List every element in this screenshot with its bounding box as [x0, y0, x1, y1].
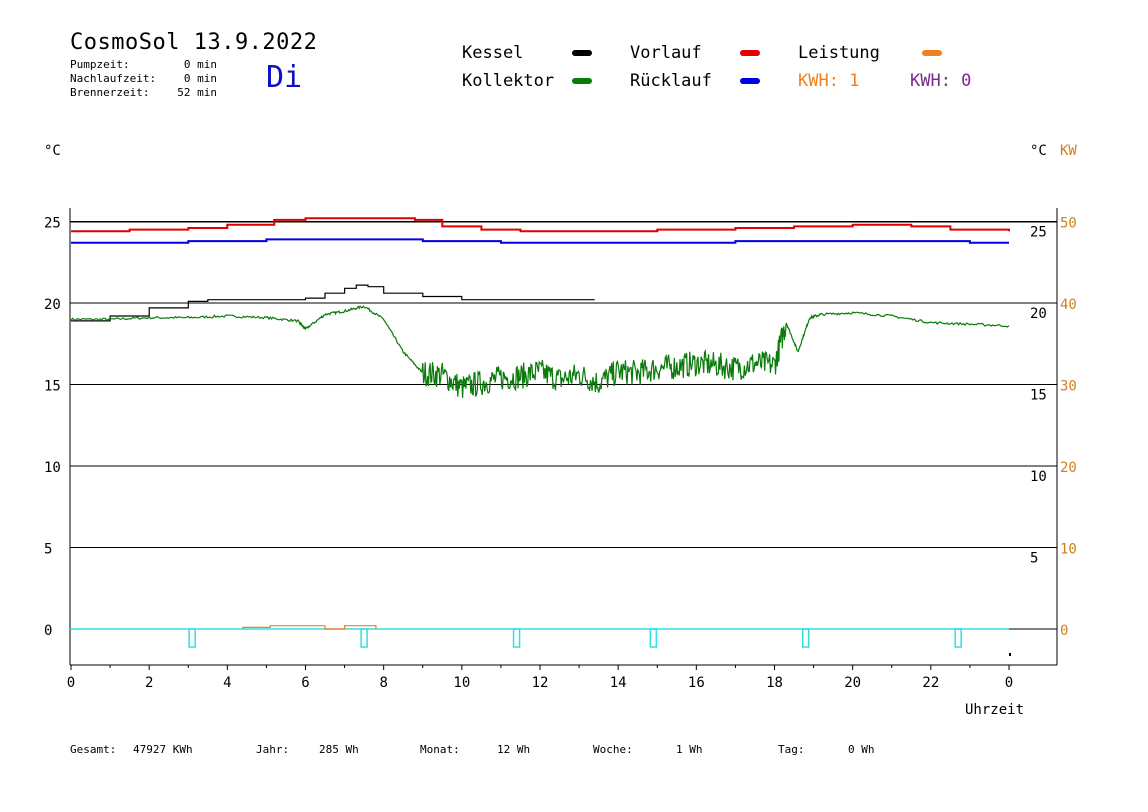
chart-title: CosmoSol 13.9.2022 — [70, 30, 318, 55]
x-tick-label: 16 — [688, 675, 705, 691]
y-tick-left: 0 — [44, 623, 52, 639]
footer-jahr-label: Jahr: — [256, 743, 290, 756]
footer-gesamt-value: 47927 KWh — [133, 743, 193, 756]
y-axis-kw-unit: KW — [1060, 143, 1077, 159]
end-marker — [1009, 653, 1011, 656]
y-axis-left-unit: °C — [44, 143, 61, 159]
legend-ruecklauf-label: Rücklauf — [630, 71, 712, 91]
y-tick-kw: 20 — [1060, 460, 1077, 476]
footer-tag-label: Tag: — [778, 743, 805, 756]
pump-marker — [512, 628, 521, 648]
x-tick-label: 12 — [532, 675, 549, 691]
footer-monat-value: 12 Wh — [497, 743, 531, 756]
pump-marker — [649, 628, 658, 648]
x-tick-label: 10 — [453, 675, 470, 691]
legend-kessel-label: Kessel — [462, 43, 524, 63]
x-tick-label: 14 — [610, 675, 627, 691]
x-tick-label: 0 — [67, 675, 75, 691]
legend-kollektor-label: Kollektor — [462, 71, 555, 91]
legend-kollektor-swatch — [572, 78, 592, 84]
series-ruecklauf-line — [71, 238, 1009, 244]
footer-tag-value: 0 Wh — [848, 743, 875, 756]
pump-marker — [954, 628, 962, 648]
stat-nachlaufzeit-label: Nachlaufzeit: — [70, 72, 157, 85]
y-tick-left: 20 — [44, 297, 61, 313]
legend-kessel-swatch — [572, 50, 592, 56]
y-tick-right: 5 — [1030, 551, 1038, 567]
temperature-chart: °C °C KW 2520151050252015105504030201000… — [44, 143, 1077, 718]
pump-marker — [802, 628, 810, 648]
footer-jahr-value: 285 Wh — [319, 743, 359, 756]
footer-woche-value: 1 Wh — [676, 743, 703, 756]
y-tick-kw: 10 — [1060, 542, 1077, 558]
series-kessel-line — [71, 284, 595, 322]
y-tick-kw: 0 — [1060, 623, 1068, 639]
footer-monat-label: Monat: — [420, 743, 460, 756]
pump-marker — [188, 628, 196, 648]
legend-kwh2: KWH: 0 — [910, 71, 972, 91]
y-tick-right: 20 — [1030, 306, 1047, 322]
legend-leistung-label: Leistung — [798, 43, 880, 63]
stat-pumpzeit-value: 0 min — [183, 58, 217, 71]
y-tick-left: 25 — [44, 216, 61, 232]
x-tick-label: 2 — [145, 675, 153, 691]
y-tick-left: 10 — [44, 460, 61, 476]
y-tick-kw: 30 — [1060, 379, 1077, 395]
series-kollektor-line — [70, 305, 1010, 398]
x-axis-label: Uhrzeit — [965, 702, 1024, 718]
y-tick-right: 10 — [1030, 469, 1047, 485]
weekday-label: Di — [266, 60, 303, 95]
series-vorlauf-line — [71, 217, 1010, 233]
y-axis-right-unit: °C — [1030, 143, 1047, 159]
footer-woche-label: Woche: — [593, 743, 633, 756]
y-tick-kw: 40 — [1060, 297, 1077, 313]
stat-nachlaufzeit-value: 0 min — [183, 72, 217, 85]
legend-vorlauf-swatch — [740, 50, 760, 56]
legend-vorlauf-label: Vorlauf — [630, 43, 702, 63]
legend-kwh1: KWH: 1 — [798, 71, 860, 91]
legend-ruecklauf-swatch — [740, 78, 760, 84]
x-tick-label: 8 — [379, 675, 387, 691]
y-tick-kw: 50 — [1060, 216, 1077, 232]
series-leistung-line — [242, 625, 377, 630]
stat-pumpzeit-label: Pumpzeit: — [70, 58, 130, 71]
y-tick-right: 25 — [1030, 225, 1047, 241]
x-tick-label: 6 — [301, 675, 309, 691]
y-tick-right: 15 — [1030, 388, 1047, 404]
y-tick-left: 15 — [44, 379, 61, 395]
pump-marker — [360, 628, 368, 648]
y-tick-left: 5 — [44, 542, 52, 558]
legend-leistung-swatch — [922, 50, 942, 56]
stat-brennerzeit-label: Brennerzeit: — [70, 86, 150, 99]
x-tick-label: 0 — [1005, 675, 1013, 691]
x-tick-label: 18 — [766, 675, 783, 691]
footer-gesamt-label: Gesamt: — [70, 743, 117, 756]
x-tick-label: 22 — [922, 675, 939, 691]
x-tick-label: 20 — [844, 675, 861, 691]
x-tick-label: 4 — [223, 675, 231, 691]
stat-brennerzeit-value: 52 min — [177, 86, 217, 99]
